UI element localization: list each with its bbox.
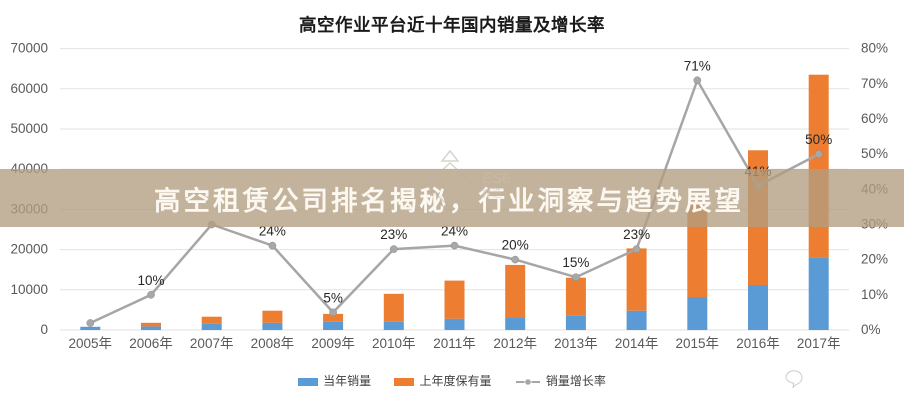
svg-text:20%: 20% <box>861 252 888 267</box>
svg-text:精选: 精选 <box>482 187 502 200</box>
svg-text:15%: 15% <box>562 255 589 270</box>
svg-text:5%: 5% <box>323 290 343 305</box>
svg-text:50%: 50% <box>861 146 888 161</box>
svg-text:2012年: 2012年 <box>493 336 537 351</box>
svg-text:0: 0 <box>40 322 48 337</box>
svg-text:ESG: ESG <box>482 170 510 187</box>
svg-text:70000: 70000 <box>10 41 48 56</box>
svg-text:2008年: 2008年 <box>251 336 295 351</box>
svg-text:0%: 0% <box>861 322 881 337</box>
svg-text:2016年: 2016年 <box>736 336 780 351</box>
svg-text:2017年: 2017年 <box>797 336 841 351</box>
svg-text:10%: 10% <box>861 287 888 302</box>
svg-text:2005年: 2005年 <box>69 336 113 351</box>
svg-text:23%: 23% <box>623 227 650 242</box>
svg-text:2009年: 2009年 <box>311 336 355 351</box>
svg-text:10000: 10000 <box>10 282 48 297</box>
svg-text:20000: 20000 <box>10 242 48 257</box>
svg-text:2013年: 2013年 <box>554 336 598 351</box>
svg-text:50000: 50000 <box>10 121 48 136</box>
svg-text:2007年: 2007年 <box>190 336 234 351</box>
svg-text:2011年: 2011年 <box>433 336 476 351</box>
svg-text:2015年: 2015年 <box>676 336 720 351</box>
svg-text:2006年: 2006年 <box>129 336 173 351</box>
svg-text:23%: 23% <box>380 227 407 242</box>
svg-text:71%: 71% <box>684 58 711 73</box>
svg-text:70%: 70% <box>861 76 888 91</box>
svg-text:50%: 50% <box>805 132 832 147</box>
svg-text:2010年: 2010年 <box>372 336 416 351</box>
svg-text:60%: 60% <box>861 111 888 126</box>
svg-text:20%: 20% <box>502 238 529 253</box>
svg-text:60000: 60000 <box>10 81 48 96</box>
svg-text:2014年: 2014年 <box>615 336 659 351</box>
svg-text:10%: 10% <box>137 273 164 288</box>
svg-text:80%: 80% <box>861 41 888 56</box>
